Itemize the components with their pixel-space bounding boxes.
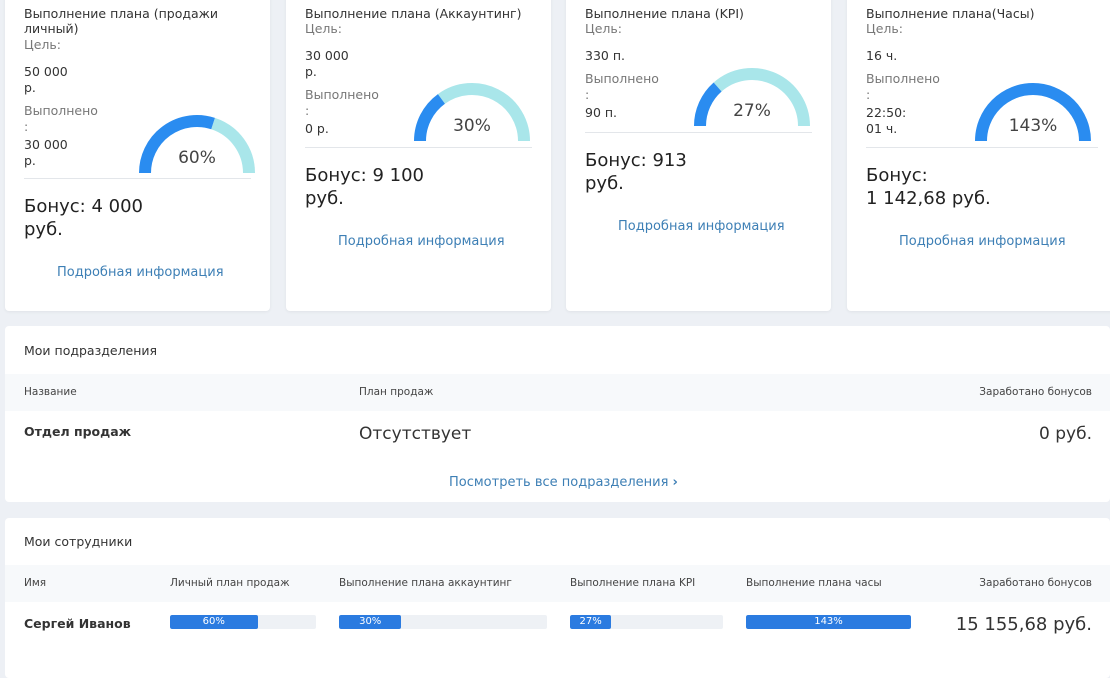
table-header: Имя Личный план продаж Выполнение плана … bbox=[5, 565, 1110, 602]
details-link[interactable]: Подробная информация bbox=[899, 234, 1066, 249]
divisions-panel: Мои подразделения Название План продаж З… bbox=[5, 326, 1110, 502]
details-link[interactable]: Подробная информация bbox=[338, 234, 505, 249]
bar-label: 27% bbox=[579, 616, 602, 627]
divider bbox=[24, 178, 251, 179]
card-title: Выполнение плана(Часы) bbox=[866, 6, 1035, 21]
plan-card-personal-sales: Выполнение плана (продажи личный) Цель: … bbox=[5, 0, 270, 311]
division-plan: Отсутствует bbox=[359, 424, 472, 444]
col-header-bonus: Заработано бонусов bbox=[979, 577, 1092, 589]
gauge-percent-label: 30% bbox=[453, 116, 491, 136]
gauge-track bbox=[437, 83, 530, 142]
progress-bar-personal-sales: 60% bbox=[170, 615, 316, 629]
bar-label: 60% bbox=[202, 616, 225, 627]
goal-label: Цель: bbox=[585, 21, 622, 36]
done-value: 22:50: bbox=[866, 105, 907, 120]
gauge-percent-label: 60% bbox=[178, 148, 216, 168]
done-colon: : bbox=[866, 87, 871, 102]
bar-fill bbox=[339, 615, 402, 629]
goal-label: Цель: bbox=[866, 21, 903, 36]
col-header-plan: План продаж bbox=[359, 386, 434, 398]
employee-bonus: 15 155,68 руб. bbox=[955, 614, 1092, 635]
link-label: Посмотреть все подразделения bbox=[449, 475, 669, 490]
details-link[interactable]: Подробная информация bbox=[618, 219, 785, 234]
panel-title: Мои сотрудники bbox=[24, 534, 133, 549]
progress-bar-accounting: 30% bbox=[339, 615, 547, 629]
gauge-fill bbox=[139, 115, 215, 174]
done-label: Выполнено bbox=[24, 103, 98, 118]
table-header: Название План продаж Заработано бонусов bbox=[5, 374, 1110, 411]
gauge-track bbox=[210, 117, 255, 174]
divider bbox=[305, 147, 532, 148]
bonus-unit: руб. bbox=[305, 188, 344, 209]
goal-value: 16 ч. bbox=[866, 48, 898, 63]
card-title: Выполнение плана (Аккаунтинг) bbox=[305, 6, 522, 21]
plan-card-accounting: Выполнение плана (Аккаунтинг) Цель: 30 0… bbox=[286, 0, 551, 311]
view-all-divisions-link[interactable]: Посмотреть все подразделения › bbox=[449, 475, 678, 490]
progress-gauge: 143% bbox=[975, 83, 1091, 142]
bar-label: 143% bbox=[814, 616, 843, 627]
col-header-kpi: Выполнение плана KPI bbox=[570, 577, 696, 589]
done-colon: : bbox=[24, 119, 29, 134]
employee-name: Сергей Иванов bbox=[24, 616, 131, 631]
progress-gauge: 30% bbox=[414, 83, 530, 142]
bonus-amount: Бонус: 913 bbox=[585, 150, 687, 171]
goal-value: 50 000 bbox=[24, 64, 68, 79]
done-unit: р. bbox=[24, 153, 36, 168]
gauge-fill bbox=[975, 83, 1091, 142]
col-header-name: Имя bbox=[24, 577, 47, 589]
bar-fill bbox=[570, 615, 612, 629]
card-title-cont: личный) bbox=[24, 21, 79, 36]
division-name: Отдел продаж bbox=[24, 424, 132, 439]
gauge-fill bbox=[694, 82, 722, 127]
bar-fill bbox=[170, 615, 258, 629]
divider bbox=[585, 132, 812, 133]
gauge-percent-label: 143% bbox=[1009, 116, 1058, 136]
done-colon: : bbox=[305, 103, 310, 118]
bonus-unit: 1 142,68 руб. bbox=[866, 188, 991, 209]
goal-value: 30 000 bbox=[305, 48, 349, 63]
col-header-hours: Выполнение плана часы bbox=[746, 577, 882, 589]
bonus-amount: Бонус: 4 000 bbox=[24, 196, 143, 217]
goal-value: 330 п. bbox=[585, 48, 625, 63]
gauge-percent-label: 27% bbox=[733, 101, 771, 121]
employees-panel: Мои сотрудники Имя Личный план продаж Вы… bbox=[5, 518, 1110, 678]
col-header-personal-sales: Личный план продаж bbox=[170, 577, 290, 589]
goal-unit: р. bbox=[24, 80, 36, 95]
chevron-right-icon: › bbox=[672, 475, 678, 490]
progress-gauge: 60% bbox=[139, 115, 255, 174]
plan-card-kpi: Выполнение плана (KPI) Цель: 330 п. Выпо… bbox=[566, 0, 831, 311]
done-label: Выполнено bbox=[305, 87, 379, 102]
gauge-track bbox=[713, 68, 810, 127]
goal-unit: р. bbox=[305, 64, 317, 79]
bar-label: 30% bbox=[359, 616, 382, 627]
division-bonus: 0 руб. bbox=[1039, 424, 1092, 444]
done-colon: : bbox=[585, 87, 590, 102]
done-value: 30 000 bbox=[24, 137, 68, 152]
card-title: Выполнение плана (KPI) bbox=[585, 6, 744, 21]
done-value: 90 п. bbox=[585, 105, 618, 120]
progress-gauge: 27% bbox=[694, 68, 810, 127]
goal-label: Цель: bbox=[305, 21, 342, 36]
bar-fill bbox=[746, 615, 911, 629]
details-link[interactable]: Подробная информация bbox=[57, 265, 224, 280]
bonus-unit: руб. bbox=[24, 219, 63, 240]
panel-title: Мои подразделения bbox=[24, 343, 158, 358]
col-header-name: Название bbox=[24, 386, 77, 398]
gauge-fill bbox=[414, 94, 446, 142]
card-title: Выполнение плана (продажи bbox=[24, 6, 219, 21]
bonus-amount: Бонус: 9 100 bbox=[305, 165, 424, 186]
divider bbox=[866, 147, 1098, 148]
done-unit: 01 ч. bbox=[866, 121, 898, 136]
col-header-accounting: Выполнение плана аккаунтинг bbox=[339, 577, 512, 589]
plan-card-hours: Выполнение плана(Часы) Цель: 16 ч. Выпол… bbox=[847, 0, 1110, 311]
bonus-amount: Бонус: bbox=[866, 165, 928, 186]
bonus-unit: руб. bbox=[585, 173, 624, 194]
progress-bar-hours: 143% bbox=[746, 615, 911, 629]
goal-label: Цель: bbox=[24, 37, 61, 52]
progress-bar-kpi: 27% bbox=[570, 615, 723, 629]
done-label: Выполнено bbox=[585, 71, 659, 86]
done-label: Выполнено bbox=[866, 71, 940, 86]
col-header-bonus: Заработано бонусов bbox=[979, 386, 1092, 398]
done-value: 0 р. bbox=[305, 121, 329, 136]
